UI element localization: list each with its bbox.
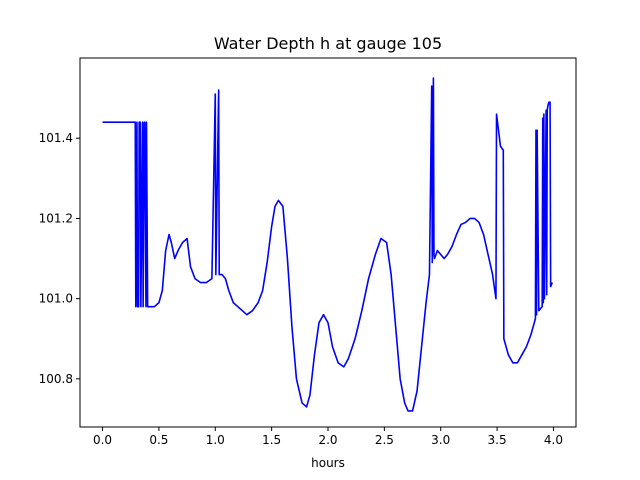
series-layer [102, 77, 554, 412]
ticks-layer: 0.0 0.5 1.0 1.5 2.0 2.5 3.0 3.5 4.0 100.8 101.0 101… [39, 131, 563, 447]
x-axis-label: hours [311, 456, 345, 470]
x-tick-label: 2.0 [318, 433, 337, 447]
x-tick-label: 3.5 [488, 433, 507, 447]
x-tick-label: 4.0 [544, 433, 563, 447]
plot-frame [79, 57, 577, 428]
x-tick-label: 1.0 [206, 433, 225, 447]
y-tick-label: 100.8 [39, 372, 73, 386]
chart-title: Water Depth h at gauge 105 [214, 34, 442, 53]
x-tick-label: 2.5 [375, 433, 394, 447]
x-tick-label: 1.5 [262, 433, 281, 447]
x-tick-label: 3.0 [431, 433, 450, 447]
y-tick-label: 101.4 [39, 131, 73, 145]
y-tick-label: 101.0 [39, 292, 73, 306]
x-tick-label: 0.0 [93, 433, 112, 447]
x-tick-label: 0.5 [149, 433, 168, 447]
series-line-0 [102, 77, 554, 412]
y-tick-label: 101.2 [39, 211, 73, 225]
